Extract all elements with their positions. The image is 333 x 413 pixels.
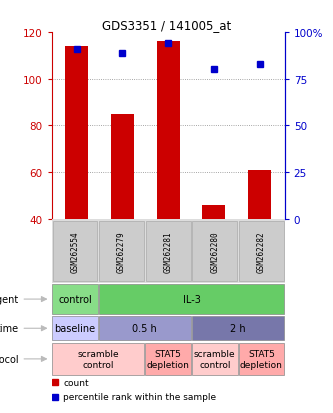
Text: count: count bbox=[63, 378, 89, 387]
Bar bbox=[53, 221, 97, 281]
Text: baseline: baseline bbox=[54, 323, 96, 333]
Bar bbox=[157, 43, 179, 219]
Text: percentile rank within the sample: percentile rank within the sample bbox=[63, 392, 216, 401]
Text: scramble
control: scramble control bbox=[77, 349, 119, 369]
Text: 2 h: 2 h bbox=[230, 323, 246, 333]
Bar bbox=[192, 316, 284, 340]
Text: GSM262282: GSM262282 bbox=[257, 230, 266, 272]
Bar bbox=[248, 171, 271, 219]
Bar bbox=[52, 316, 98, 340]
Text: agent: agent bbox=[0, 294, 19, 304]
Bar bbox=[145, 343, 191, 375]
Text: STAT5
depletion: STAT5 depletion bbox=[240, 349, 283, 369]
Text: GDS3351 / 141005_at: GDS3351 / 141005_at bbox=[102, 19, 231, 31]
Bar bbox=[192, 221, 237, 281]
Text: scramble
control: scramble control bbox=[194, 349, 236, 369]
Text: protocol: protocol bbox=[0, 354, 19, 364]
Bar bbox=[111, 114, 134, 219]
Bar bbox=[238, 343, 284, 375]
Bar bbox=[99, 316, 191, 340]
Bar bbox=[192, 343, 238, 375]
Bar bbox=[65, 47, 88, 219]
Bar bbox=[202, 205, 225, 219]
Text: IL-3: IL-3 bbox=[182, 294, 200, 304]
Text: 0.5 h: 0.5 h bbox=[133, 323, 157, 333]
Text: GSM262554: GSM262554 bbox=[70, 230, 80, 272]
Bar bbox=[239, 221, 284, 281]
Bar bbox=[146, 221, 190, 281]
Bar bbox=[99, 221, 144, 281]
Bar bbox=[99, 285, 284, 314]
Text: time: time bbox=[0, 323, 19, 333]
Text: GSM262280: GSM262280 bbox=[210, 230, 219, 272]
Bar bbox=[52, 285, 98, 314]
Text: control: control bbox=[58, 294, 92, 304]
Text: STAT5
depletion: STAT5 depletion bbox=[147, 349, 189, 369]
Bar bbox=[52, 343, 145, 375]
Text: GSM262281: GSM262281 bbox=[164, 230, 173, 272]
Text: GSM262279: GSM262279 bbox=[117, 230, 126, 272]
